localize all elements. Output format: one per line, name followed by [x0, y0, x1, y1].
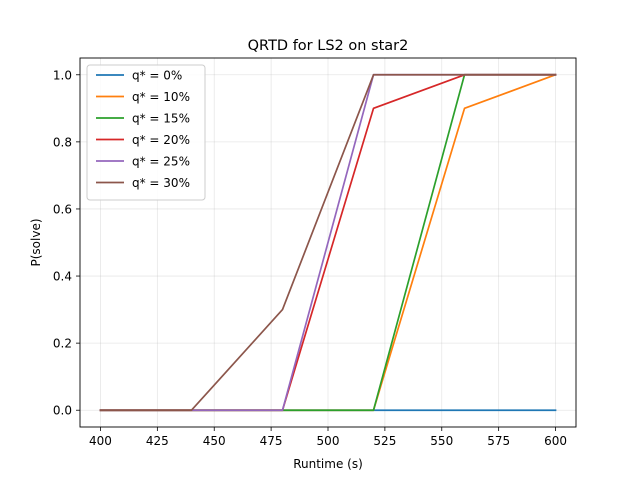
y-tick-label: 0.2 [53, 337, 72, 351]
legend-label: q* = 25% [132, 155, 190, 169]
x-tick-label: 550 [430, 434, 453, 448]
legend-label: q* = 0% [132, 69, 182, 83]
x-axis-ticks: 400 425 450 475 500 525 550 575 600 [89, 427, 567, 448]
legend-label: q* = 15% [132, 112, 190, 126]
y-tick-label: 1.0 [53, 68, 72, 82]
y-axis-label: P(solve) [29, 218, 43, 266]
x-tick-label: 400 [89, 434, 112, 448]
chart-title: QRTD for LS2 on star2 [248, 38, 409, 54]
x-tick-label: 475 [260, 434, 283, 448]
legend-label: q* = 30% [132, 176, 190, 190]
x-tick-label: 525 [373, 434, 396, 448]
x-tick-label: 500 [317, 434, 340, 448]
y-tick-label: 0.4 [53, 270, 72, 284]
x-tick-label: 450 [203, 434, 226, 448]
series-line-5 [99, 73, 557, 412]
legend: q* = 0% q* = 10% q* = 15% q* = 20% q* = 25% q… [86, 64, 206, 201]
x-tick-label: 575 [487, 434, 510, 448]
y-axis-ticks: 0.0 0.2 0.4 0.6 0.8 1.0 [53, 68, 80, 418]
legend-label: q* = 10% [132, 90, 190, 104]
legend-label: q* = 20% [132, 133, 190, 147]
legend-box [86, 64, 206, 201]
x-tick-label: 600 [544, 434, 567, 448]
y-tick-label: 0.6 [53, 202, 72, 216]
x-tick-label: 425 [146, 434, 169, 448]
y-tick-label: 0.0 [53, 404, 72, 418]
x-axis-label: Runtime (s) [293, 457, 363, 471]
series-lines [99, 73, 557, 412]
y-tick-label: 0.8 [53, 135, 72, 149]
